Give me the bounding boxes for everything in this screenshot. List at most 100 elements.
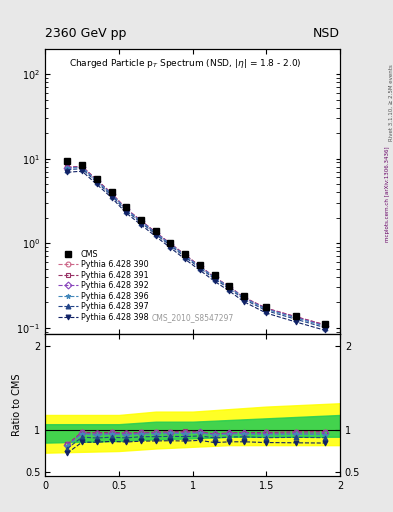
Pythia 6.428 397 <box>65 166 70 173</box>
Pythia 6.428 392 <box>198 263 202 269</box>
Pythia 6.428 391 <box>65 164 70 170</box>
Pythia 6.428 397 <box>183 254 187 260</box>
Pythia 6.428 398 <box>153 233 158 240</box>
Pythia 6.428 398 <box>242 299 246 305</box>
Pythia 6.428 391 <box>212 274 217 281</box>
Pythia 6.428 398 <box>264 310 269 316</box>
Pythia 6.428 391 <box>153 229 158 236</box>
Pythia 6.428 392 <box>264 306 269 312</box>
Pythia 6.428 390 <box>323 322 328 328</box>
Pythia 6.428 390 <box>80 163 84 169</box>
Pythia 6.428 390 <box>264 305 269 311</box>
Text: CMS_2010_S8547297: CMS_2010_S8547297 <box>151 313 234 322</box>
Pythia 6.428 397 <box>323 325 328 331</box>
Pythia 6.428 391 <box>109 190 114 196</box>
Pythia 6.428 397 <box>293 316 298 322</box>
Pythia 6.428 396 <box>65 165 70 172</box>
Pythia 6.428 390 <box>293 313 298 319</box>
Legend: CMS, Pythia 6.428 390, Pythia 6.428 391, Pythia 6.428 392, Pythia 6.428 396, Pyt: CMS, Pythia 6.428 390, Pythia 6.428 391,… <box>55 247 151 324</box>
Pythia 6.428 396 <box>227 284 232 290</box>
Text: 2360 GeV pp: 2360 GeV pp <box>45 27 127 40</box>
Pythia 6.428 398 <box>183 257 187 263</box>
Pythia 6.428 397 <box>242 296 246 303</box>
Pythia 6.428 396 <box>94 178 99 184</box>
Pythia 6.428 390 <box>212 274 217 281</box>
Pythia 6.428 392 <box>139 218 143 224</box>
Pythia 6.428 396 <box>293 315 298 321</box>
Pythia 6.428 396 <box>323 323 328 329</box>
CMS <box>323 321 328 327</box>
Pythia 6.428 392 <box>183 252 187 259</box>
Pythia 6.428 390 <box>198 263 202 269</box>
Pythia 6.428 391 <box>124 206 129 212</box>
Pythia 6.428 390 <box>227 284 232 290</box>
Line: Pythia 6.428 392: Pythia 6.428 392 <box>65 164 328 328</box>
Pythia 6.428 397 <box>153 231 158 238</box>
Pythia 6.428 396 <box>124 206 129 212</box>
Pythia 6.428 391 <box>323 322 328 328</box>
Pythia 6.428 397 <box>168 243 173 249</box>
Pythia 6.428 392 <box>168 241 173 247</box>
Text: Rivet 3.1.10, ≥ 2.5M events: Rivet 3.1.10, ≥ 2.5M events <box>389 64 393 141</box>
CMS <box>94 176 99 182</box>
Line: CMS: CMS <box>64 157 329 328</box>
Pythia 6.428 398 <box>65 169 70 175</box>
Pythia 6.428 391 <box>168 241 173 247</box>
Pythia 6.428 396 <box>153 230 158 237</box>
Pythia 6.428 397 <box>139 220 143 226</box>
Pythia 6.428 398 <box>212 279 217 285</box>
Pythia 6.428 397 <box>80 165 84 172</box>
Pythia 6.428 398 <box>109 195 114 201</box>
Pythia 6.428 396 <box>264 306 269 312</box>
Pythia 6.428 397 <box>198 265 202 271</box>
Pythia 6.428 396 <box>80 164 84 170</box>
CMS <box>183 251 187 257</box>
Pythia 6.428 391 <box>227 284 232 290</box>
Pythia 6.428 398 <box>323 327 328 333</box>
Pythia 6.428 390 <box>124 206 129 212</box>
Pythia 6.428 391 <box>183 251 187 258</box>
Pythia 6.428 397 <box>109 193 114 199</box>
Pythia 6.428 396 <box>198 264 202 270</box>
Text: Charged Particle p$_T$ Spectrum (NSD, |$\eta$| = 1.8 - 2.0): Charged Particle p$_T$ Spectrum (NSD, |$… <box>69 57 301 70</box>
Pythia 6.428 391 <box>293 313 298 319</box>
Pythia 6.428 392 <box>94 178 99 184</box>
Pythia 6.428 398 <box>293 319 298 325</box>
Pythia 6.428 396 <box>109 191 114 197</box>
Pythia 6.428 390 <box>183 252 187 258</box>
Pythia 6.428 391 <box>94 177 99 183</box>
CMS <box>168 240 173 246</box>
Pythia 6.428 391 <box>80 163 84 169</box>
Pythia 6.428 397 <box>94 179 99 185</box>
Y-axis label: Ratio to CMS: Ratio to CMS <box>12 374 22 436</box>
CMS <box>227 283 232 289</box>
Pythia 6.428 398 <box>198 267 202 273</box>
Pythia 6.428 390 <box>153 229 158 236</box>
Line: Pythia 6.428 396: Pythia 6.428 396 <box>65 165 328 329</box>
Pythia 6.428 397 <box>212 276 217 282</box>
CMS <box>109 189 114 196</box>
Pythia 6.428 391 <box>242 294 246 301</box>
Line: Pythia 6.428 391: Pythia 6.428 391 <box>65 164 328 327</box>
Pythia 6.428 392 <box>109 190 114 197</box>
Pythia 6.428 391 <box>198 263 202 269</box>
CMS <box>139 217 143 223</box>
CMS <box>264 304 269 310</box>
Pythia 6.428 396 <box>212 274 217 281</box>
Pythia 6.428 392 <box>80 164 84 170</box>
Pythia 6.428 390 <box>168 241 173 247</box>
CMS <box>293 313 298 319</box>
Pythia 6.428 396 <box>242 295 246 301</box>
CMS <box>80 162 84 168</box>
Pythia 6.428 392 <box>153 229 158 236</box>
Pythia 6.428 396 <box>139 218 143 224</box>
Pythia 6.428 390 <box>94 177 99 183</box>
Pythia 6.428 390 <box>242 294 246 301</box>
Pythia 6.428 397 <box>264 308 269 314</box>
Pythia 6.428 390 <box>139 218 143 224</box>
Pythia 6.428 392 <box>227 284 232 290</box>
CMS <box>153 228 158 234</box>
Pythia 6.428 392 <box>242 295 246 301</box>
Pythia 6.428 398 <box>168 245 173 251</box>
Text: NSD: NSD <box>313 27 340 40</box>
